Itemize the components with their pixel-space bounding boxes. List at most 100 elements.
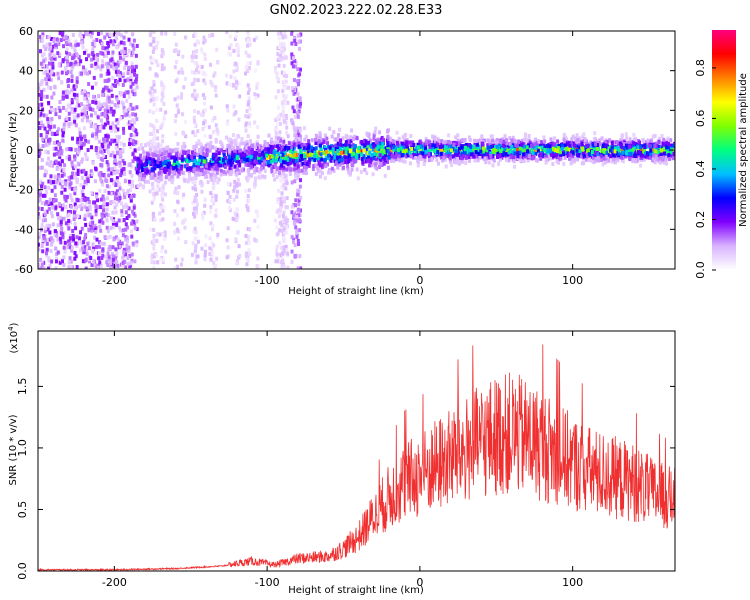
spectrogram-noise-cell	[55, 251, 59, 256]
spectrogram-noise-cell	[116, 237, 120, 242]
spectrogram-noise-cell	[65, 147, 69, 152]
spectrogram-streak-cell	[247, 96, 251, 101]
spectrogram-streak-cell	[195, 93, 199, 98]
spectrogram-streak-cell	[284, 230, 288, 235]
spectrogram-streak-cell	[279, 57, 283, 62]
spectrogram-band-cell	[505, 141, 509, 146]
spectrogram-streak-cell	[160, 67, 164, 72]
spectrogram-streak-cell	[174, 186, 178, 191]
spectrogram-streak-cell	[282, 44, 286, 49]
spectrogram-noise-cell	[68, 256, 72, 261]
spectrogram-band-cell	[240, 168, 244, 173]
spectrogram-noise-cell	[94, 81, 98, 86]
spectrogram-noise-cell	[48, 61, 52, 66]
spectrogram-noise-cell	[103, 140, 107, 145]
spectrogram-noise-cell	[115, 72, 119, 77]
spectrogram-noise-cell	[107, 61, 111, 66]
spectrogram-streak-cell	[246, 38, 250, 43]
spectrogram-noise-cell	[111, 219, 115, 224]
spectrogram-noise-cell	[45, 94, 49, 99]
spectrogram-noise-cell	[123, 78, 127, 83]
spectrogram-noise-cell	[79, 31, 83, 34]
spectrogram-streak-cell	[208, 251, 212, 256]
spectrogram-noise-cell	[127, 248, 131, 253]
spectrogram-noise-cell	[114, 182, 118, 187]
spectrogram-noise-cell	[110, 216, 114, 221]
spectrogram-band-cell	[316, 136, 320, 141]
spectrogram-streak-cell	[196, 254, 200, 259]
spectrogram-streak-cell	[201, 113, 205, 118]
spectrogram-streak-cell	[277, 114, 281, 119]
spectrogram-streak-cell	[214, 157, 218, 162]
spectrogram-noise-cell	[111, 150, 115, 155]
spectrogram-streak-cell	[285, 218, 289, 223]
spectrogram-band-cell	[230, 148, 234, 153]
spectrogram-band-cell	[380, 138, 384, 143]
spectrogram-noise-cell	[70, 171, 74, 176]
spectrogram-streak-cell	[162, 257, 166, 262]
spectrogram-streak-cell	[163, 230, 167, 235]
spectrogram-band-cell	[219, 169, 223, 174]
spectrogram-streak-cell	[209, 205, 213, 210]
spectrogram-noise-cell	[72, 114, 76, 119]
spectrogram-noise-cell	[97, 172, 101, 177]
spectrogram-band-cell	[329, 170, 333, 175]
spectrogram-noise-cell	[93, 42, 97, 47]
spectrogram-noise-cell	[98, 260, 102, 265]
spectrogram-band-cell	[275, 156, 279, 161]
spectrogram-streak-cell	[254, 209, 258, 214]
spectrogram-streak-cell	[191, 130, 195, 135]
spectrogram-noise-cell	[83, 96, 87, 101]
spectrogram-streak-cell	[150, 97, 154, 102]
spectrogram-streak-cell	[237, 117, 241, 122]
spectrogram-noise-cell	[122, 247, 126, 252]
spectrogram-band-cell	[317, 169, 321, 174]
spectrogram-band-cell	[234, 154, 238, 159]
spectrogram-noise-cell	[45, 35, 49, 40]
spectrogram-band-cell	[314, 141, 318, 146]
spectrogram-noise-cell	[58, 236, 62, 241]
spectrogram-noise-cell	[69, 121, 73, 126]
spectrogram-noise-cell	[92, 75, 96, 80]
spectrogram-band-cell	[577, 145, 581, 150]
spectrogram-noise-cell	[62, 127, 66, 132]
spectrogram-streak-cell	[291, 64, 295, 69]
spectrogram-streak-cell	[151, 93, 155, 98]
spectrogram-streak-cell	[246, 83, 250, 88]
spectrogram-noise-cell	[55, 166, 59, 171]
spectrogram-band-cell	[236, 177, 240, 182]
spectrogram-noise-cell	[49, 36, 53, 41]
spectrogram-noise-cell	[73, 256, 77, 261]
spectrogram-streak-cell	[226, 191, 230, 196]
spectrogram-band-cell	[394, 157, 398, 162]
spectrogram-band-cell	[482, 152, 486, 157]
spectrogram-noise-cell	[124, 252, 128, 257]
spectrogram-band-cell	[206, 180, 210, 185]
spectrogram-noise-cell	[118, 59, 122, 64]
spectrogram-streak-cell	[284, 163, 288, 168]
spectrogram-noise-cell	[126, 256, 130, 261]
spectrogram-noise-cell	[109, 87, 113, 92]
spectrogram-band-cell	[312, 164, 316, 169]
spectrogram-noise-cell	[42, 87, 46, 92]
spectrogram-streak-cell	[227, 82, 231, 87]
spectrogram-noise-cell	[112, 125, 116, 130]
spectrogram-streak-cell	[160, 48, 164, 53]
spectrogram-streak-cell	[159, 257, 163, 262]
spectrogram-noise-cell	[67, 226, 71, 231]
spectrogram-noise-cell	[45, 42, 49, 47]
spectrogram-noise-cell	[110, 85, 114, 90]
spectrogram-streak-cell	[201, 70, 205, 75]
spectrogram-streak-cell	[194, 32, 198, 37]
spectrogram-noise-cell	[65, 116, 69, 121]
spectrogram-streak-cell	[282, 42, 286, 47]
spectrogram-streak-cell	[248, 251, 252, 256]
spectrogram-streak-cell	[296, 110, 300, 115]
spectrogram-streak-cell	[277, 255, 281, 260]
spectrogram-streak-cell	[158, 187, 162, 192]
spectrogram-streak-cell	[296, 207, 300, 212]
spectrogram-streak-cell	[201, 93, 205, 98]
spectrogram-noise-cell	[105, 179, 109, 184]
spectrogram-band-cell	[581, 134, 585, 139]
spectrogram-noise-cell	[85, 71, 89, 76]
